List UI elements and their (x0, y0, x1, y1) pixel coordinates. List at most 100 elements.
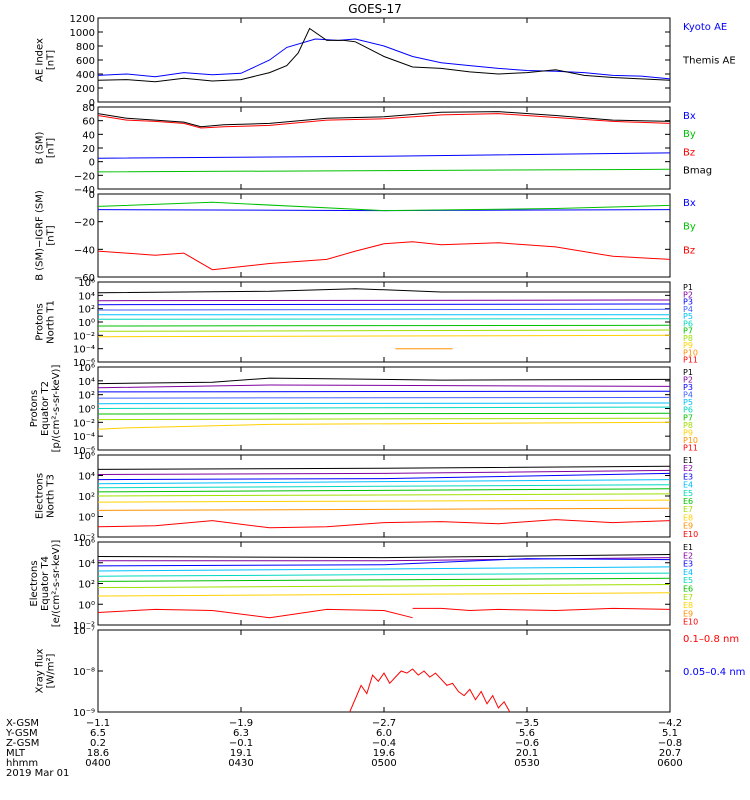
legend-entry: E6 (683, 585, 693, 594)
footer-value: 20.7 (659, 748, 681, 759)
series-line-P3 (97, 390, 671, 393)
legend-entry: 0.05–0.4 nm (683, 667, 745, 678)
legend-entry: E10 (683, 618, 698, 627)
series-line-E3 (97, 558, 671, 567)
series-line-P9 (97, 334, 671, 338)
y-axis-label: B (SM) (35, 131, 46, 164)
y-tick-label: 400 (76, 70, 95, 81)
series-line-P9 (97, 421, 671, 430)
series-line-E3 (97, 472, 671, 481)
y-tick-label: 20 (82, 144, 95, 155)
y-tick-label: 10⁻⁶ (73, 446, 95, 457)
footer-value: 19.6 (373, 748, 395, 759)
legend-entry: E5 (683, 576, 693, 585)
y-tick-label: 1200 (70, 14, 95, 25)
y-axis-label: [e/(cm²-s-sr-keV)] (51, 540, 62, 628)
series-line-E8 (97, 499, 671, 503)
panel-e_t4: 10⁶ 10⁴ 10² 10⁰ 10⁻² Electrons Equator T4 [e/(c… (29, 538, 698, 632)
panel-frame (97, 281, 671, 363)
legend-entry: E3 (683, 472, 693, 481)
series-line-P1 (97, 288, 670, 294)
series-line-P3 (97, 303, 671, 306)
y-tick-label: 200 (76, 84, 95, 95)
panel-frame (97, 193, 671, 278)
footer-value: 0400 (85, 758, 110, 769)
y-tick-label: 10⁻² (73, 418, 95, 429)
footer-value: 6.0 (376, 728, 392, 739)
series-line-E6 (97, 577, 671, 582)
panel-ae: 1200 1000 800 600 400 200 0 AE Index [nT] Kyoto A… (35, 14, 736, 109)
series-line-E8 (97, 592, 671, 597)
y-tick-label: 600 (76, 56, 95, 67)
y-axis-label: Electrons (29, 560, 40, 606)
legend-entry: E1 (683, 456, 693, 465)
panel-p_t1: 10⁶ 10⁴ 10² 10⁰ 10⁻² 10⁻⁴ 10⁻⁶ Protons North T1 P… (35, 278, 699, 369)
legend-entry: By (683, 222, 696, 233)
footer-value: −0.1 (229, 738, 253, 749)
y-tick-label: 10⁴ (78, 472, 95, 483)
panel-xray: 10⁻⁷ 10⁻⁸ 10⁻⁹ Xray flux [W/m²] 0.1–0.8 nm 0.0… (35, 626, 746, 719)
y-tick-label: 1000 (70, 28, 95, 39)
legend-entry: P8 (683, 421, 693, 430)
y-tick-label: 10⁰ (78, 600, 95, 611)
y-tick-label: 80 (82, 103, 95, 114)
series-line-By (97, 168, 671, 173)
y-tick-label: 10⁻⁷ (73, 626, 95, 637)
y-tick-label: 800 (76, 42, 95, 53)
legend-entry: P10 (683, 348, 698, 357)
legend-entry: P1 (683, 368, 693, 377)
legend-entry: P9 (683, 428, 693, 437)
legend-entry: E3 (683, 560, 693, 569)
series-line-Bmag (97, 111, 671, 128)
series-line-P7 (97, 412, 671, 415)
footer-row-label: hhmm (6, 758, 38, 769)
legend-entry: P10 (683, 436, 698, 445)
y-tick-label: 10² (78, 391, 95, 402)
y-tick-label: 10⁻⁴ (73, 345, 95, 356)
plot-title: GOES-17 (348, 2, 402, 16)
y-axis-label: B (SM)−IGRF (SM) (35, 190, 46, 281)
series-line-Kyoto AE (97, 38, 671, 80)
series-line-E5 (97, 572, 671, 577)
y-tick-label: 0 (89, 158, 95, 169)
series-line-P2 (97, 384, 671, 389)
footer-value: −0.8 (658, 738, 682, 749)
footer-value: 5.6 (519, 728, 535, 739)
y-tick-label: 10² (78, 580, 95, 591)
legend-entry: P2 (683, 376, 693, 385)
y-axis-label: Protons (29, 390, 40, 427)
y-tick-label: 10⁰ (78, 513, 95, 524)
legend-entry: P3 (683, 298, 693, 307)
footer-value: 0600 (657, 758, 682, 769)
series-line-P7 (97, 324, 671, 327)
panel-frame (97, 17, 671, 103)
legend-entry: By (683, 129, 696, 140)
panel-frame (97, 541, 671, 626)
footer-value: 0500 (371, 758, 396, 769)
footer-value: −3.5 (515, 718, 539, 729)
series-line-E5 (97, 484, 671, 489)
series-line-0.1–0.8 nm (349, 668, 511, 713)
y-axis-label: Electrons (35, 473, 46, 519)
legend-entry: E4 (683, 481, 693, 490)
series-line-P1 (97, 377, 671, 385)
y-tick-label: 10⁴ (78, 291, 95, 302)
panel-bsm: 80 60 40 20 0 −20 −40 B (SM) [nT] Bx By Bz Bmag (35, 103, 713, 196)
y-axis-label: [p/(cm²-s-sr-keV)] (51, 365, 62, 453)
y-tick-label: 10⁻² (73, 621, 95, 632)
series-line-P4 (97, 308, 671, 311)
y-tick-label: −40 (74, 245, 95, 256)
y-tick-label: −60 (74, 273, 95, 284)
y-tick-label: 10⁻² (73, 331, 95, 342)
y-axis-label: Xray flux (35, 649, 46, 694)
legend-entry: E10 (683, 530, 698, 539)
legend-entry: E9 (683, 609, 693, 618)
series-line-E7 (97, 584, 671, 589)
footer-value: −2.7 (372, 718, 396, 729)
footer-row-label: Z-GSM (6, 738, 39, 749)
y-tick-label: 10⁶ (78, 278, 95, 289)
legend-entry: P6 (683, 319, 693, 328)
